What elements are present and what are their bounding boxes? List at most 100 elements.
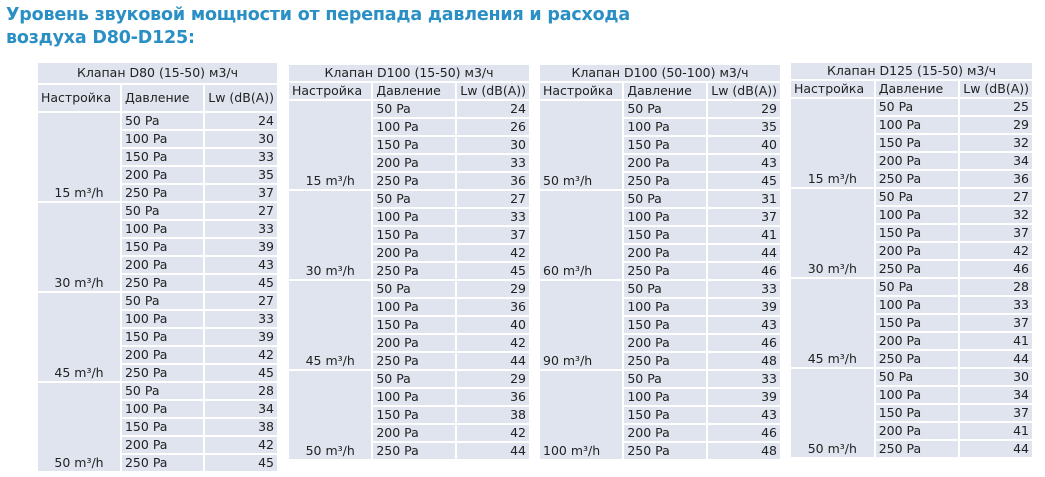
table-row: 200 Pa 43 <box>38 257 279 275</box>
table-d125-15-50: Клапан D125 (15-50) м3/ч Настройка Давлени… <box>791 63 1034 459</box>
pressure-cell: 200 Pa <box>624 245 709 263</box>
lw-value-cell: 46 <box>708 335 782 353</box>
lw-value-cell: 46 <box>708 425 782 443</box>
pressure-cell: 50 Pa <box>121 113 206 131</box>
table-row: 150 Pa 40 <box>289 317 531 335</box>
table-row: 100 Pa 29 <box>791 117 1034 135</box>
pressure-cell: 100 Pa <box>624 209 709 227</box>
pressure-cell: 100 Pa <box>875 207 961 225</box>
setting-cell: 30 m³/h <box>289 191 374 281</box>
setting-cell: 50 m³/h <box>38 383 122 473</box>
table-row: 200 Pa 42 <box>289 425 531 443</box>
table-row: 60 m³/h 50 Pa 31 <box>540 191 782 281</box>
table-row: 150 Pa 38 <box>289 407 531 425</box>
lw-value-cell: 28 <box>205 383 279 401</box>
header-row: Настройка Давление Lw (dB(A)) <box>289 83 531 101</box>
pressure-cell: 50 Pa <box>373 101 458 119</box>
pressure-cell: 150 Pa <box>121 149 206 167</box>
table-row: 250 Pa 45 <box>38 275 279 293</box>
pressure-cell: 250 Pa <box>373 443 458 461</box>
setting-cell: 90 m³/h <box>540 281 625 371</box>
pressure-cell: 150 Pa <box>121 419 206 437</box>
pressure-cell: 150 Pa <box>875 315 961 333</box>
pressure-cell: 50 Pa <box>875 189 961 207</box>
pressure-cell: 250 Pa <box>121 185 206 203</box>
table-row: 100 Pa 34 <box>791 387 1034 405</box>
page-title: Уровень звуковой мощности от перепада да… <box>6 4 630 50</box>
pressure-cell: 200 Pa <box>624 155 709 173</box>
table-row: 150 Pa 38 <box>38 419 279 437</box>
lw-value-cell: 27 <box>457 191 531 209</box>
table-row: 100 Pa 33 <box>38 221 279 239</box>
table-row: 100 Pa 32 <box>791 207 1034 225</box>
lw-value-cell: 45 <box>205 365 279 383</box>
pressure-cell: 100 Pa <box>121 131 206 149</box>
pressure-cell: 150 Pa <box>121 239 206 257</box>
table-row: 250 Pa 48 <box>540 443 782 461</box>
lw-value-cell: 45 <box>457 263 531 281</box>
table-row: 100 Pa 33 <box>38 311 279 329</box>
lw-value-cell: 24 <box>205 113 279 131</box>
pressure-cell: 150 Pa <box>121 329 206 347</box>
table-row: 100 Pa 37 <box>540 209 782 227</box>
table-caption: Клапан D100 (50-100) м3/ч <box>540 65 782 83</box>
setting-cell: 30 m³/h <box>38 203 122 293</box>
table-row: 200 Pa 44 <box>540 245 782 263</box>
table-row: 250 Pa 45 <box>38 455 279 473</box>
header-lw: Lw (dB(A)) <box>205 85 279 113</box>
pressure-cell: 150 Pa <box>624 407 709 425</box>
pressure-cell: 250 Pa <box>875 171 961 189</box>
lw-value-cell: 34 <box>960 153 1034 171</box>
table-row: 250 Pa 48 <box>540 353 782 371</box>
table-row: 100 Pa 26 <box>289 119 531 137</box>
lw-value-cell: 44 <box>708 245 782 263</box>
setting-cell: 50 m³/h <box>791 369 876 459</box>
lw-value-cell: 41 <box>708 227 782 245</box>
table-row: 200 Pa 35 <box>38 167 279 185</box>
lw-value-cell: 30 <box>960 369 1034 387</box>
table-row: 15 m³/h 50 Pa 24 <box>289 101 531 191</box>
pressure-cell: 200 Pa <box>624 425 709 443</box>
table-row: 200 Pa 41 <box>791 333 1034 351</box>
header-row: Настройка Давление Lw (dB(A)) <box>791 81 1034 99</box>
table-row: 250 Pa 37 <box>38 185 279 203</box>
table-row: 250 Pa 44 <box>791 351 1034 369</box>
table-row: 200 Pa 42 <box>289 245 531 263</box>
table-row: 200 Pa 42 <box>38 437 279 455</box>
table-row: 150 Pa 39 <box>38 239 279 257</box>
pressure-cell: 200 Pa <box>121 257 206 275</box>
pressure-cell: 50 Pa <box>875 369 961 387</box>
table-row: 15 m³/h 50 Pa 25 <box>791 99 1034 189</box>
lw-value-cell: 33 <box>205 311 279 329</box>
pressure-cell: 50 Pa <box>624 101 709 119</box>
lw-value-cell: 37 <box>960 405 1034 423</box>
lw-value-cell: 29 <box>457 281 531 299</box>
header-row: Настройка Давление Lw (dB(A)) <box>540 83 782 101</box>
header-pressure: Давление <box>373 83 458 101</box>
lw-value-cell: 24 <box>457 101 531 119</box>
lw-value-cell: 39 <box>708 299 782 317</box>
lw-value-cell: 44 <box>457 353 531 371</box>
pressure-cell: 200 Pa <box>373 155 458 173</box>
table-row: 45 m³/h 50 Pa 29 <box>289 281 531 371</box>
lw-value-cell: 29 <box>960 117 1034 135</box>
table-row: 150 Pa 33 <box>38 149 279 167</box>
lw-value-cell: 38 <box>205 419 279 437</box>
lw-value-cell: 48 <box>708 443 782 461</box>
table-row: 50 m³/h 50 Pa 29 <box>289 371 531 461</box>
pressure-cell: 100 Pa <box>121 311 206 329</box>
pressure-cell: 100 Pa <box>121 221 206 239</box>
table-row: 30 m³/h 50 Pa 27 <box>289 191 531 281</box>
pressure-cell: 250 Pa <box>121 275 206 293</box>
pressure-cell: 150 Pa <box>875 135 961 153</box>
table-row: 250 Pa 45 <box>38 365 279 383</box>
table-row: 250 Pa 46 <box>540 263 782 281</box>
pressure-cell: 150 Pa <box>875 225 961 243</box>
lw-value-cell: 37 <box>960 315 1034 333</box>
table-row: 100 Pa 33 <box>791 297 1034 315</box>
setting-cell: 15 m³/h <box>791 99 876 189</box>
lw-value-cell: 44 <box>960 441 1034 459</box>
table-row: 100 m³/h 50 Pa 33 <box>540 371 782 461</box>
pressure-cell: 50 Pa <box>373 371 458 389</box>
table-row: 100 Pa 36 <box>289 299 531 317</box>
